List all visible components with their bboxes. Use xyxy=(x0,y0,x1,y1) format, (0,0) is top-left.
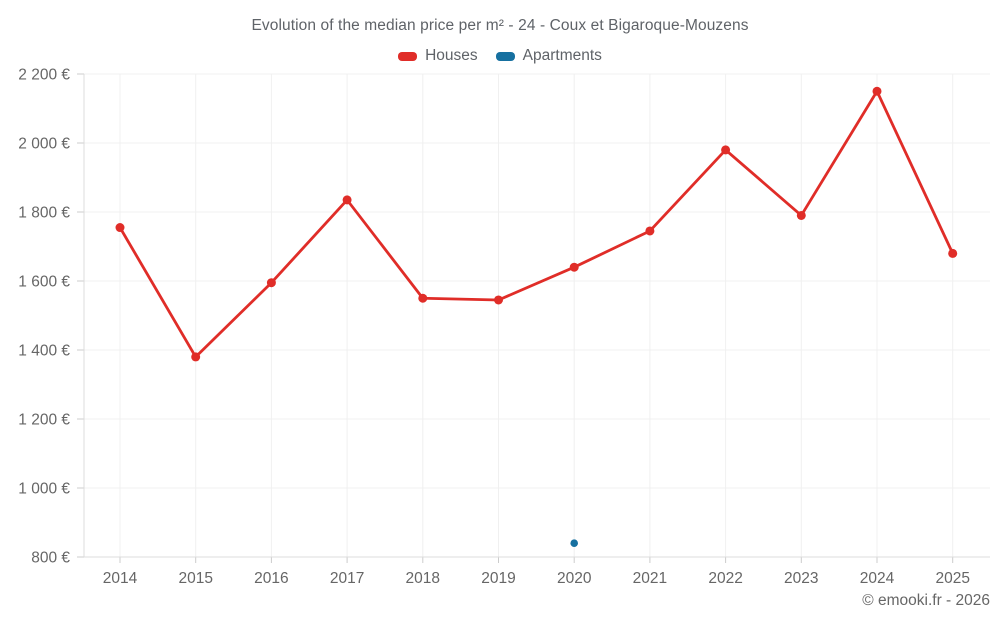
svg-text:2017: 2017 xyxy=(330,570,364,587)
apartments-legend-swatch xyxy=(495,51,515,61)
svg-text:2024: 2024 xyxy=(860,570,895,587)
legend-item-houses[interactable]: Houses xyxy=(398,47,478,65)
svg-text:2025: 2025 xyxy=(935,570,969,587)
chart-legend: Houses Apartments xyxy=(0,47,1000,65)
chart-title: Evolution of the median price per m² - 2… xyxy=(251,17,749,34)
svg-text:2021: 2021 xyxy=(633,570,667,587)
svg-text:2018: 2018 xyxy=(406,570,440,587)
copyright-credit: © emooki.fr - 2026 xyxy=(862,592,990,609)
svg-text:2020: 2020 xyxy=(557,570,592,587)
svg-text:1 600 €: 1 600 € xyxy=(18,274,70,291)
apartments-legend-label: Apartments xyxy=(522,47,602,64)
svg-text:2 200 €: 2 200 € xyxy=(18,67,70,84)
svg-text:2022: 2022 xyxy=(708,570,742,587)
svg-text:2014: 2014 xyxy=(103,570,138,587)
svg-text:2023: 2023 xyxy=(784,570,818,587)
svg-text:800 €: 800 € xyxy=(31,550,70,567)
svg-text:2015: 2015 xyxy=(178,570,212,587)
svg-text:1 000 €: 1 000 € xyxy=(18,481,70,498)
legend-item-apartments[interactable]: Apartments xyxy=(495,47,602,65)
houses-legend-label: Houses xyxy=(425,47,478,64)
houses-legend-swatch xyxy=(398,51,418,61)
svg-text:2016: 2016 xyxy=(254,570,288,587)
svg-text:1 800 €: 1 800 € xyxy=(18,205,70,222)
svg-text:2 000 €: 2 000 € xyxy=(18,136,70,153)
svg-text:2019: 2019 xyxy=(481,570,515,587)
svg-text:1 400 €: 1 400 € xyxy=(18,343,70,360)
svg-text:1 200 €: 1 200 € xyxy=(18,412,70,429)
